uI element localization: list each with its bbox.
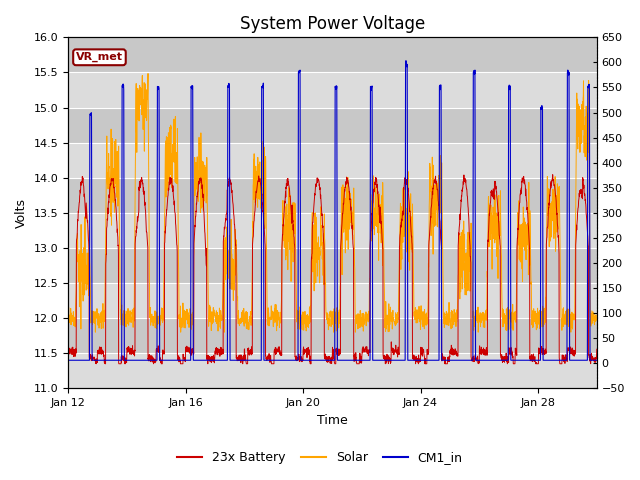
Y-axis label: Volts: Volts [15, 198, 28, 228]
Bar [68, 178, 596, 213]
Bar [68, 283, 596, 318]
Bar [68, 72, 596, 108]
Title: System Power Voltage: System Power Voltage [240, 15, 425, 33]
Bar [68, 213, 596, 248]
Bar [68, 353, 596, 388]
Bar [68, 108, 596, 143]
Bar [68, 318, 596, 353]
Text: VR_met: VR_met [76, 52, 123, 62]
Legend: 23x Battery, Solar, CM1_in: 23x Battery, Solar, CM1_in [172, 446, 468, 469]
Bar [68, 248, 596, 283]
Bar [68, 143, 596, 178]
X-axis label: Time: Time [317, 414, 348, 427]
Bar [68, 37, 596, 72]
